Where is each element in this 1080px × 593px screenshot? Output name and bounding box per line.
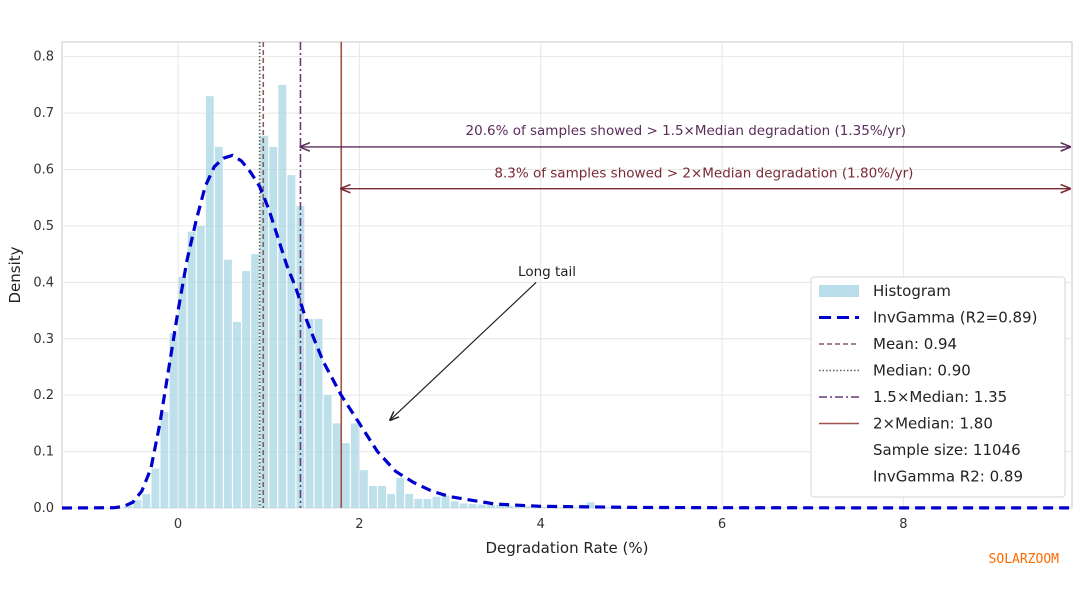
histogram-bar [323,395,332,508]
legend-entry: InvGamma R2: 0.89 [873,468,1023,486]
histogram-bar [332,423,341,508]
annotation-text: Long tail [518,264,576,280]
legend: Histogram InvGamma (R2=0.89) Mean: 0.94 Med… [810,276,1066,498]
y-tick-label: 0.6 [33,163,54,178]
histogram-bar [604,507,613,508]
histogram-bar [414,498,423,508]
y-tick-label: 0.3 [33,332,54,347]
histogram-bar [251,254,260,508]
y-tick-label: 0.7 [33,106,54,121]
histogram-bar [486,505,495,508]
histogram-bar [160,412,169,508]
histogram-bar [441,495,450,508]
histogram-bar [468,504,477,508]
histogram-bar [133,500,142,508]
watermark-logo: SOLARZOOM [989,552,1060,567]
annotation-text: 20.6% of samples showed > 1.5×Median deg… [466,123,907,139]
x-tick-label: 4 [537,517,545,532]
histogram-bar [223,259,232,508]
y-tick-label: 0.0 [33,501,54,516]
histogram-bar [459,503,468,508]
histogram-bar [124,505,133,508]
x-tick-label: 2 [355,517,363,532]
legend-swatch [819,285,859,297]
histogram-bar [387,493,396,508]
histogram-bar [505,505,513,508]
long-tail-arrow [390,281,537,420]
legend-box [810,276,1066,498]
x-tick-label: 6 [718,517,726,532]
x-axis-label: Degradation Rate (%) [486,539,649,557]
axis-ticks: 0 2 4 6 8 0.0 0.1 0.2 0.3 0.4 0.5 0.6 0.7 0.8 [33,50,907,532]
y-tick-label: 0.8 [33,50,54,65]
histogram-bar [314,319,323,508]
legend-entry: InvGamma (R2=0.89) [873,309,1037,327]
histogram-bar [260,135,269,508]
legend-entry: Sample size: 11046 [873,441,1021,459]
histogram-bar [151,468,160,508]
x-tick-label: 0 [174,517,182,532]
y-tick-label: 0.4 [33,275,54,290]
reference-lines [258,42,343,508]
histogram-bar [305,319,314,508]
x-tick-label: 8 [899,517,907,532]
legend-entry: 2×Median: 1.80 [873,415,993,433]
legend-entry: Histogram [873,282,951,300]
histogram-bar [178,276,187,508]
histogram-bar [242,271,250,508]
histogram-bar [205,96,214,509]
histogram-bar [396,478,405,508]
histogram-bar [477,504,486,508]
histogram-bar [287,175,296,508]
histogram-bar [169,333,178,508]
histogram-bar [187,231,196,508]
histogram-bar [269,146,278,508]
histogram-bar [142,493,151,508]
annotation-text: 8.3% of samples showed > 2×Median degrad… [494,165,913,181]
histogram-bar [450,501,459,508]
y-axis-label: Density [6,246,24,303]
y-tick-label: 0.2 [33,388,54,403]
histogram-bar [495,505,504,508]
histogram-bar [350,423,359,508]
legend-entry: 1.5×Median: 1.35 [873,388,1007,406]
invgamma-fit-curve [61,153,1072,510]
histogram-bar [359,470,368,508]
y-tick-label: 0.5 [33,219,54,234]
histogram-bar [378,485,386,508]
histogram-bar [196,225,205,509]
y-tick-label: 0.1 [33,445,54,460]
histogram-bar [278,84,287,508]
histogram-bar [514,506,522,508]
histogram-bar [523,506,532,508]
legend-entry: Median: 0.90 [873,362,971,380]
histogram-bar [233,321,241,508]
histogram-bar [586,502,595,508]
histogram-bar [541,506,550,508]
histogram-bar [369,485,377,508]
histogram-bar [341,443,350,508]
annotations: 20.6% of samples showed > 1.5×Median deg… [300,123,1070,420]
histogram-bar [423,498,432,508]
histogram-bar [214,146,223,508]
legend-entry: Mean: 0.94 [873,335,957,353]
histogram-bar [405,493,414,508]
histogram-bar [432,496,441,508]
